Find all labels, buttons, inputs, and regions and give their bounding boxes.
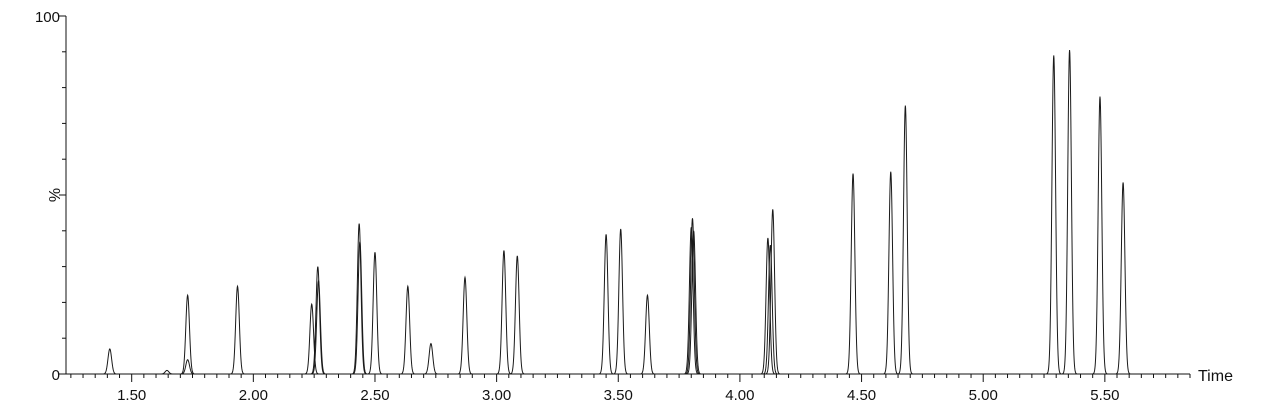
peak-11 [367,252,383,375]
peak-32 [1115,182,1131,375]
x-tick-label: 4.00 [725,387,754,404]
peak-14 [457,275,473,375]
peak-13 [423,342,439,375]
x-tick-label: 5.50 [1090,387,1119,404]
peak-6 [304,302,320,375]
peak-7 [310,266,326,375]
peak-18 [613,228,629,375]
peak-17 [598,234,614,375]
peak-3 [179,293,196,375]
x-tick-label: 2.00 [239,387,268,404]
x-minor-ticks [70,374,1191,378]
peak-20 [684,218,701,375]
x-tick-label: 1.50 [117,387,146,404]
peak-2 [159,369,175,375]
peak-16 [509,255,525,375]
x-tick-label: 5.00 [969,387,998,404]
chromatogram-traces [102,49,1131,375]
peak-24 [762,245,779,375]
peak-9 [351,223,367,375]
x-major-ticks: 1.50 2.00 2.50 3.00 3.50 4.00 4.50 5.00 5.50 [117,374,1119,404]
x-tick-label: 3.00 [482,387,511,404]
peak-21 [683,227,699,375]
peak-23 [760,237,776,375]
y-axis-title: % [47,188,64,202]
peak-31 [1092,96,1108,375]
peak-15 [496,250,512,375]
peak-27 [883,171,899,375]
y-tick-label-min: 0 [52,367,60,384]
peak-25 [765,209,781,375]
peak-29 [1046,55,1062,375]
peak-5 [229,284,246,375]
peak-1 [102,348,118,375]
x-tick-label: 3.50 [604,387,633,404]
peak-28 [897,105,914,375]
peak-19 [639,293,656,375]
y-ticks [59,15,66,375]
x-axis-title: Time [1198,368,1233,385]
peak-22 [685,230,702,375]
y-tick-label-max: 100 [35,9,60,26]
peak-8 [310,279,327,375]
x-tick-label: 4.50 [847,387,876,404]
peak-30 [1061,49,1078,375]
peak-12 [400,284,416,375]
peak-10 [352,241,368,375]
x-tick-label: 2.50 [360,387,389,404]
peak-26 [845,173,861,375]
